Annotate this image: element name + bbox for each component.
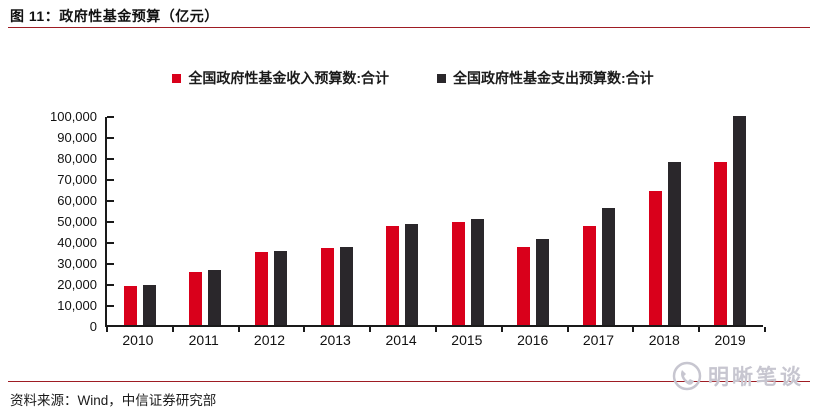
x-axis-tick	[106, 327, 108, 332]
x-axis-tick	[566, 327, 569, 332]
bar-2011-全国政府性基金收入预算数:合计	[189, 272, 203, 325]
y-axis-tick	[107, 137, 114, 139]
bar-2018-全国政府性基金收入预算数:合计	[648, 191, 662, 325]
x-tick-label-2016: 2016	[517, 332, 549, 348]
bar-group-2013	[304, 117, 370, 325]
y-tick-label: 60,000	[57, 193, 97, 208]
x-tick-label-2010: 2010	[122, 332, 154, 348]
bar-2019-全国政府性基金收入预算数:合计	[714, 162, 728, 325]
bar-group-2012	[238, 117, 304, 325]
x-axis-tick	[764, 327, 766, 332]
y-tick-label: 70,000	[57, 172, 97, 187]
y-tick-label: 100,000	[50, 109, 97, 124]
bar-2011-全国政府性基金支出预算数:合计	[208, 270, 222, 325]
x-tick-label-2012: 2012	[253, 332, 286, 348]
bar-2012-全国政府性基金收入预算数:合计	[254, 252, 268, 325]
chart-legend: 全国政府性基金收入预算数:合计 全国政府性基金支出预算数:合计	[0, 68, 826, 88]
bar-2010-全国政府性基金支出预算数:合计	[142, 285, 156, 325]
bar-group-2014	[369, 117, 435, 325]
x-tick-label-2015: 2015	[451, 332, 483, 348]
legend-swatch-icon	[172, 73, 182, 83]
legend-swatch-icon	[437, 73, 446, 83]
y-axis-tick	[107, 305, 114, 307]
watermark: 明晰笔谈	[672, 361, 804, 391]
source-note: 资料来源：Wind，中信证券研究部	[10, 393, 217, 408]
x-axis-tick	[171, 327, 174, 332]
bar-2012-全国政府性基金支出预算数:合计	[273, 251, 287, 325]
bar-2018-全国政府性基金支出预算数:合计	[667, 162, 681, 325]
x-axis-tick	[435, 327, 437, 332]
x-axis-tick	[500, 327, 503, 332]
y-axis-tick	[107, 179, 114, 181]
y-tick-label: 0	[89, 319, 97, 334]
watermark-text: 明晰笔谈	[708, 366, 804, 389]
y-tick-label: 10,000	[57, 298, 97, 313]
y-axis-tick	[107, 242, 114, 244]
bar-2019-全国政府性基金支出预算数:合计	[733, 116, 747, 325]
bar-2015-全国政府性基金收入预算数:合计	[451, 222, 465, 325]
figure-title: 图 11：政府性基金预算（亿元）	[10, 8, 219, 24]
x-tick-label-2011: 2011	[188, 332, 219, 348]
x-axis-tick	[237, 327, 240, 332]
x-tick-label-2018: 2018	[648, 332, 680, 348]
plot-area	[105, 116, 766, 332]
x-axis-tick	[303, 327, 306, 332]
x-tick-label-2019: 2019	[714, 332, 746, 348]
bar-2016-全国政府性基金收入预算数:合计	[517, 247, 531, 325]
bar-2014-全国政府性基金收入预算数:合计	[386, 226, 400, 325]
bar-group-2015	[435, 117, 501, 325]
bar-2016-全国政府性基金支出预算数:合计	[536, 239, 550, 325]
bar-series-container	[107, 116, 763, 325]
x-axis-labels: 2010 2011 2012 2013 2014 2015 2016 2017 2018 2019	[105, 332, 763, 348]
y-tick-label: 50,000	[57, 214, 97, 229]
legend-label: 全国政府性基金支出预算数:合计	[453, 70, 654, 86]
x-axis-tick	[698, 327, 701, 332]
bar-2013-全国政府性基金支出预算数:合计	[339, 247, 353, 325]
title-divider-line	[8, 27, 810, 28]
y-axis-tick	[107, 263, 114, 265]
bar-2010-全国政府性基金收入预算数:合计	[123, 286, 137, 325]
y-tick-label: 80,000	[57, 151, 97, 166]
y-tick-label: 30,000	[57, 256, 97, 271]
bar-group-2017	[566, 117, 632, 325]
bar-2015-全国政府性基金支出预算数:合计	[470, 219, 484, 325]
x-tick-label-2013: 2013	[319, 332, 351, 348]
y-tick-label: 40,000	[57, 235, 97, 250]
y-axis-tick	[107, 158, 114, 160]
y-axis-tick	[107, 284, 114, 286]
x-tick-label-2017: 2017	[582, 332, 615, 348]
y-tick-label: 20,000	[57, 277, 97, 292]
legend-label: 全国政府性基金收入预算数:合计	[188, 70, 389, 86]
y-axis-tick	[107, 116, 114, 118]
phone-logo-icon	[672, 361, 702, 391]
y-axis-tick	[107, 200, 114, 202]
legend-item: 全国政府性基金支出预算数:合计	[437, 68, 654, 88]
x-axis-tick	[369, 327, 372, 332]
bar-group-2019	[697, 116, 763, 325]
bar-2013-全国政府性基金收入预算数:合计	[320, 248, 334, 325]
x-tick-label-2014: 2014	[385, 332, 417, 348]
footer-divider-line	[8, 381, 810, 382]
x-axis-tick	[632, 327, 635, 332]
y-axis-tick	[107, 221, 114, 223]
legend-item: 全国政府性基金收入预算数:合计	[172, 68, 389, 88]
y-tick-label: 90,000	[57, 130, 97, 145]
bar-group-2016	[501, 117, 567, 325]
bar-2017-全国政府性基金支出预算数:合计	[601, 208, 615, 325]
bar-group-2011	[173, 117, 239, 325]
bar-2014-全国政府性基金支出预算数:合计	[405, 224, 419, 325]
bar-2017-全国政府性基金收入预算数:合计	[582, 226, 596, 325]
bar-group-2018	[632, 117, 698, 325]
bar-group-2010	[107, 117, 173, 325]
